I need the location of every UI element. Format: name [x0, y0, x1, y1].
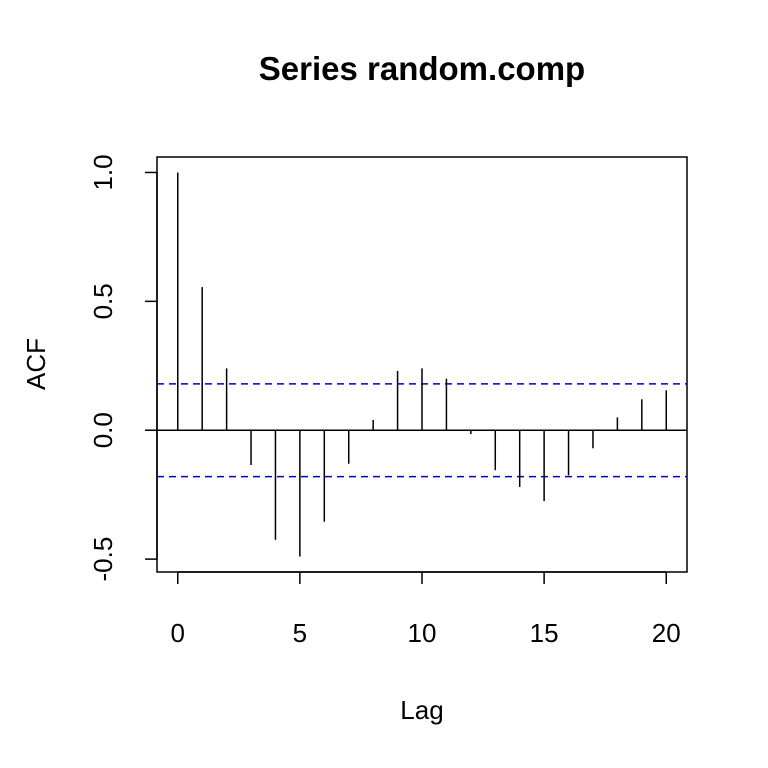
y-tick-label: 0.0 [88, 412, 118, 448]
acf-bars [177, 172, 667, 557]
plot-frame [156, 156, 688, 573]
chart-title: Series random.comp [259, 50, 585, 87]
x-tick-label: 5 [293, 618, 307, 648]
y-axis-label: ACF [21, 338, 51, 390]
x-axis-label: Lag [400, 695, 443, 725]
y-tick-label: 1.0 [88, 154, 118, 190]
y-tick-label: -0.5 [88, 537, 118, 582]
x-tick-label: 15 [530, 618, 559, 648]
y-tick-label: 0.5 [88, 283, 118, 319]
x-tick-label: 10 [408, 618, 437, 648]
y-axis: -0.5 0.0 0.5 1.0 [88, 154, 158, 582]
x-axis: 0 5 10 15 20 [171, 571, 681, 648]
x-tick-label: 0 [171, 618, 185, 648]
x-tick-label: 20 [652, 618, 681, 648]
